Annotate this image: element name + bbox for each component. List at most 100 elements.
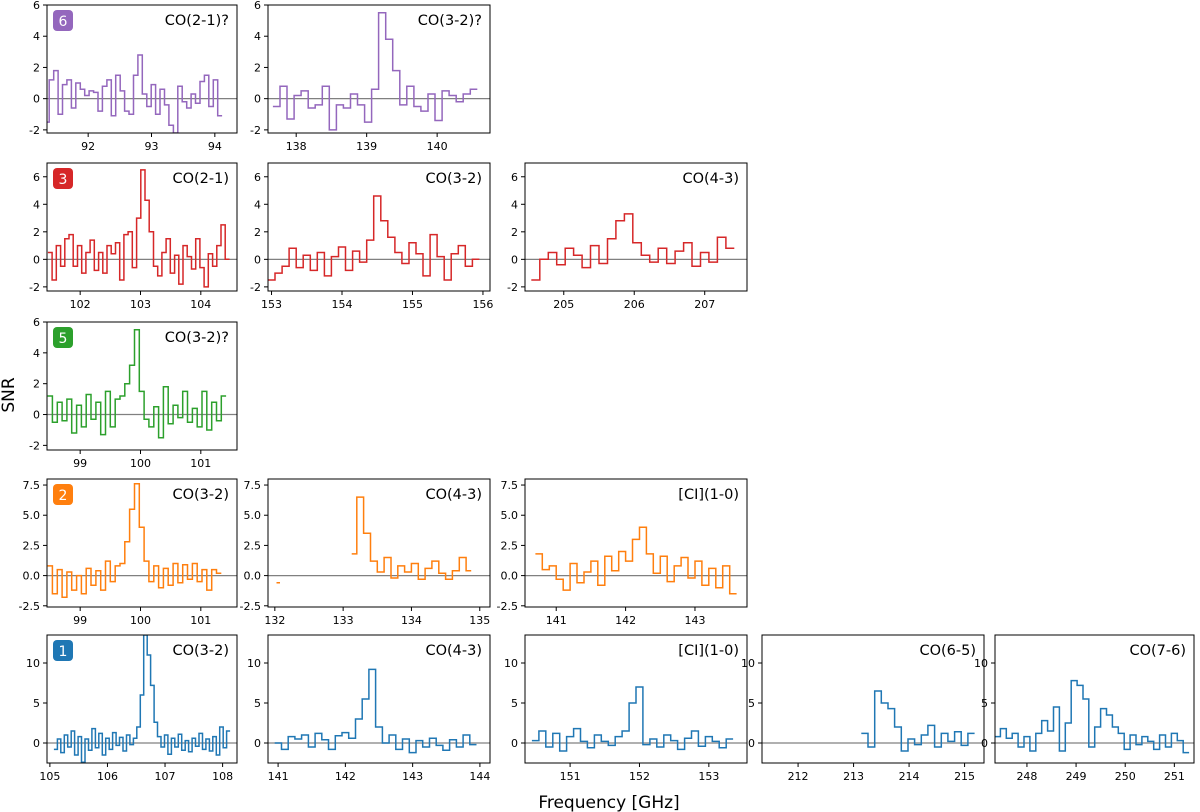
y-tick-label: 5 (33, 697, 40, 710)
y-tick-label: -2 (29, 281, 40, 294)
y-tick-label: -2 (250, 281, 261, 294)
y-tick-label: 7.5 (244, 479, 262, 492)
x-tick-label: 99 (73, 457, 87, 470)
source-badge-number: 3 (59, 172, 68, 188)
y-tick-label: -2 (507, 281, 518, 294)
y-tick-label: 4 (33, 30, 40, 43)
spectrum-series (47, 169, 230, 288)
x-tick-label: 248 (1016, 770, 1037, 783)
x-tick-label: 135 (469, 614, 490, 627)
y-tick-label: 0 (33, 253, 40, 266)
y-tick-label: 5 (511, 697, 518, 710)
panel-frame (46, 4, 238, 134)
panel-frame (46, 478, 238, 608)
y-tick-label: 5 (254, 697, 261, 710)
x-tick-label: 205 (553, 298, 574, 311)
y-tick-label: 5 (981, 697, 988, 710)
x-tick-label: 153 (698, 770, 719, 783)
y-tick-label: 2.5 (501, 539, 519, 552)
y-tick-label: 5.0 (244, 509, 262, 522)
panel-11: 151 152 153 0 5 10 [CI](1-0) (504, 634, 748, 783)
y-tick-label: -2.5 (497, 600, 518, 613)
y-tick-label: 2 (511, 226, 518, 239)
panel-7: 132 133 134 135 -2.5 0.0 2.5 5.0 7.5 CO(4-3) (240, 478, 491, 627)
panel-13: 248 249 250 251 0 5 10 CO(7-6) (974, 634, 1195, 783)
x-tick-label: 141 (546, 614, 567, 627)
spectrum-series (47, 328, 227, 439)
y-tick-label: 0 (748, 737, 755, 750)
panel-frame (267, 4, 491, 134)
line-label: CO(6-5) (919, 643, 976, 659)
x-tick-label: 105 (39, 770, 60, 783)
spectrum-series (272, 12, 478, 131)
x-tick-label: 153 (261, 298, 282, 311)
source-badge-number: 2 (59, 488, 68, 504)
y-axis-label: SNR (0, 377, 19, 413)
x-tick-label: 104 (190, 298, 211, 311)
panel-2: 102 103 104 -2 0 2 4 6 CO(2-1) 3 (29, 162, 238, 311)
y-tick-label: -2.5 (240, 600, 261, 613)
spectrum-series (53, 635, 231, 763)
panel-3: 153 154 155 156 -2 0 2 4 6 CO(3-2) (250, 162, 493, 311)
x-tick-label: 138 (286, 140, 307, 153)
y-tick-label: 6 (33, 0, 40, 12)
spectrum-series (861, 690, 975, 752)
y-tick-label: 5 (748, 697, 755, 710)
y-tick-label: 4 (33, 347, 40, 360)
line-label: CO(4-3) (682, 171, 739, 187)
panel-10: 141 142 143 144 0 5 10 CO(4-3) (247, 634, 491, 783)
y-tick-label: 0.0 (23, 570, 41, 583)
y-tick-label: 2.5 (23, 539, 41, 552)
source-badge (53, 327, 73, 348)
spectrum-series (268, 195, 480, 281)
panel-frame (524, 162, 748, 292)
panel-5: 99 100 101 -2 0 2 4 6 CO(3-2)? 5 (29, 316, 238, 470)
panel-frame (46, 162, 238, 292)
x-tick-label: 143 (684, 614, 705, 627)
y-tick-label: 4 (254, 30, 261, 43)
y-tick-label: 5.0 (23, 509, 41, 522)
y-tick-label: 0.0 (501, 570, 519, 583)
y-tick-label: 0 (511, 253, 518, 266)
x-tick-label: 142 (615, 614, 636, 627)
line-label: [CI](1-0) (678, 487, 739, 503)
x-tick-label: 249 (1066, 770, 1087, 783)
source-badge (53, 168, 73, 189)
x-tick-label: 250 (1115, 770, 1136, 783)
line-label: CO(7-6) (1129, 643, 1186, 659)
spectrum-series (274, 668, 477, 754)
y-tick-label: 6 (254, 0, 261, 12)
y-tick-label: 0 (33, 409, 40, 422)
x-tick-label: 214 (899, 770, 920, 783)
x-tick-label: 141 (268, 770, 289, 783)
x-tick-label: 139 (356, 140, 377, 153)
x-tick-label: 101 (190, 614, 211, 627)
panel-frame (994, 634, 1195, 764)
panel-frame (524, 478, 748, 608)
panel-frame (46, 634, 238, 764)
panel-frame (761, 634, 985, 764)
source-badge-number: 6 (59, 14, 68, 30)
y-tick-label: 6 (511, 171, 518, 184)
x-tick-label: 151 (560, 770, 581, 783)
x-tick-label: 99 (73, 614, 87, 627)
x-tick-label: 215 (954, 770, 975, 783)
y-tick-label: 7.5 (23, 479, 41, 492)
y-tick-label: 0 (254, 253, 261, 266)
x-tick-label: 142 (335, 770, 356, 783)
x-tick-label: 140 (427, 140, 448, 153)
y-tick-label: 0 (511, 737, 518, 750)
y-tick-label: 10 (504, 657, 518, 670)
line-label: CO(3-2)? (165, 330, 229, 346)
x-tick-label: 207 (694, 298, 715, 311)
panel-1: 138 139 140 -2 0 2 4 6 CO(3-2)? (250, 0, 491, 153)
x-tick-label: 132 (264, 614, 285, 627)
source-badge (53, 640, 73, 661)
x-tick-label: 100 (130, 457, 151, 470)
line-label: [CI](1-0) (678, 643, 739, 659)
source-badge-number: 5 (59, 331, 68, 347)
y-tick-label: 5.0 (501, 509, 519, 522)
x-tick-label: 103 (130, 298, 151, 311)
